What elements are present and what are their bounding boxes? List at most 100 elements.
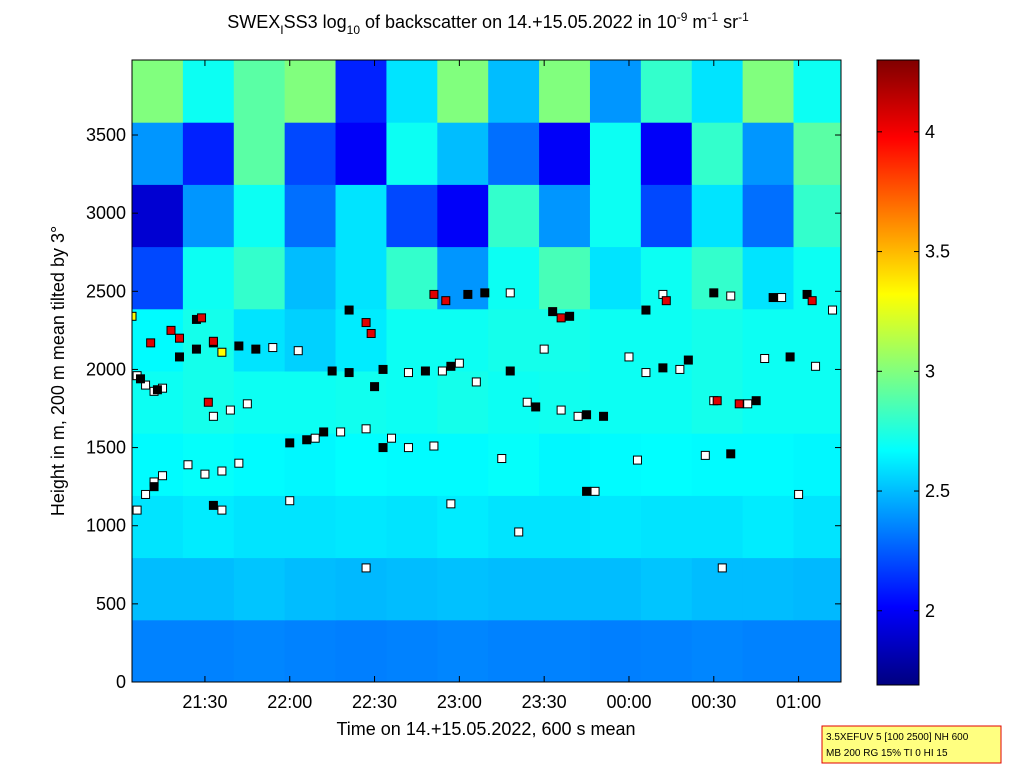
layer-marker bbox=[441, 296, 451, 306]
heat-cell bbox=[182, 308, 235, 372]
heat-cell bbox=[182, 184, 235, 248]
layer-marker bbox=[225, 405, 235, 415]
layer-marker bbox=[293, 346, 303, 356]
heat-cell bbox=[488, 308, 540, 372]
heat-cell bbox=[284, 619, 337, 682]
heat-cell bbox=[182, 246, 235, 310]
layer-marker bbox=[420, 366, 430, 376]
heat-cell bbox=[640, 184, 693, 248]
heat-cell bbox=[793, 60, 841, 123]
layer-marker bbox=[712, 396, 722, 406]
heat-cell bbox=[691, 308, 744, 372]
layer-marker bbox=[641, 368, 651, 378]
heat-cell bbox=[488, 122, 540, 185]
heat-cell bbox=[793, 122, 841, 185]
heat-cell bbox=[589, 619, 642, 682]
layer-marker bbox=[141, 489, 151, 499]
layer-marker bbox=[828, 305, 838, 315]
colorbar-tick-label: 4 bbox=[925, 122, 935, 142]
layer-marker bbox=[387, 433, 397, 443]
layer-marker bbox=[700, 450, 710, 460]
heat-cell bbox=[691, 246, 744, 310]
heat-cell bbox=[182, 495, 235, 559]
x-tick-label: 00:30 bbox=[691, 692, 736, 712]
heat-cell bbox=[335, 619, 387, 682]
layer-marker bbox=[437, 366, 447, 376]
heat-cell bbox=[437, 60, 489, 123]
heat-cell bbox=[640, 433, 693, 496]
layer-marker bbox=[794, 489, 804, 499]
heat-cell bbox=[640, 122, 693, 185]
layer-marker bbox=[471, 377, 481, 387]
colorbar-tick-label: 3.5 bbox=[925, 242, 950, 262]
layer-marker bbox=[344, 368, 354, 378]
y-axis-label: Height in m, 200 m mean tilted by 3° bbox=[48, 226, 68, 516]
heat-cell bbox=[589, 184, 642, 248]
heat-cell bbox=[284, 184, 337, 248]
heat-cell bbox=[335, 246, 387, 310]
layer-marker bbox=[734, 399, 744, 409]
heat-cell bbox=[793, 184, 841, 248]
colorbar-tick-label: 2 bbox=[925, 601, 935, 621]
layer-marker bbox=[174, 352, 184, 362]
layer-marker bbox=[556, 405, 566, 415]
layer-marker bbox=[378, 443, 388, 453]
heat-cell bbox=[284, 371, 337, 434]
heat-cell bbox=[182, 122, 235, 185]
heat-cell bbox=[539, 557, 591, 621]
y-tick-label: 2500 bbox=[86, 281, 126, 301]
heat-cell bbox=[284, 122, 337, 185]
layer-marker bbox=[531, 402, 541, 412]
heat-cell bbox=[691, 619, 744, 682]
heat-cell bbox=[488, 371, 540, 434]
heat-cell bbox=[386, 122, 438, 185]
layer-marker bbox=[217, 505, 227, 515]
layer-marker bbox=[132, 505, 142, 515]
layer-marker bbox=[522, 397, 532, 407]
heat-cell bbox=[132, 122, 184, 185]
heat-cell bbox=[233, 557, 286, 621]
layer-marker bbox=[429, 441, 439, 451]
colorbar-tick-label: 3 bbox=[925, 361, 935, 381]
layer-marker bbox=[582, 486, 592, 496]
heat-cell bbox=[233, 122, 286, 185]
layer-marker bbox=[183, 460, 193, 470]
layer-marker bbox=[208, 411, 218, 421]
annotation-line: 3.5XEFUV 5 [100 2500] NH 600 bbox=[826, 732, 969, 743]
heat-cell bbox=[233, 495, 286, 559]
layer-marker bbox=[149, 482, 159, 492]
heat-cell bbox=[589, 495, 642, 559]
heat-cell bbox=[437, 122, 489, 185]
heat-cell bbox=[539, 495, 591, 559]
layer-marker bbox=[548, 307, 558, 317]
heat-cell bbox=[488, 495, 540, 559]
y-tick-label: 3500 bbox=[86, 125, 126, 145]
heat-cell bbox=[488, 619, 540, 682]
x-tick-label: 22:00 bbox=[267, 692, 312, 712]
layer-marker bbox=[197, 313, 207, 323]
heat-cell bbox=[132, 619, 184, 682]
heat-cell bbox=[691, 495, 744, 559]
layer-marker bbox=[556, 313, 566, 323]
layer-marker bbox=[378, 364, 388, 374]
layer-marker bbox=[208, 336, 218, 346]
heat-cell bbox=[539, 433, 591, 496]
heat-cell bbox=[539, 60, 591, 123]
layer-marker bbox=[319, 427, 329, 437]
layer-marker bbox=[141, 380, 151, 390]
heat-cell bbox=[335, 433, 387, 496]
heat-cell bbox=[589, 557, 642, 621]
layer-marker bbox=[726, 291, 736, 301]
layer-marker bbox=[361, 318, 371, 328]
layer-marker bbox=[158, 471, 168, 481]
layer-marker bbox=[234, 341, 244, 351]
layer-marker bbox=[344, 305, 354, 315]
layer-marker bbox=[217, 347, 227, 357]
layer-marker bbox=[505, 366, 515, 376]
heat-cell bbox=[386, 246, 438, 310]
heat-cell bbox=[691, 557, 744, 621]
layer-marker bbox=[463, 289, 473, 299]
heat-cell bbox=[233, 371, 286, 434]
heat-cell bbox=[437, 184, 489, 248]
